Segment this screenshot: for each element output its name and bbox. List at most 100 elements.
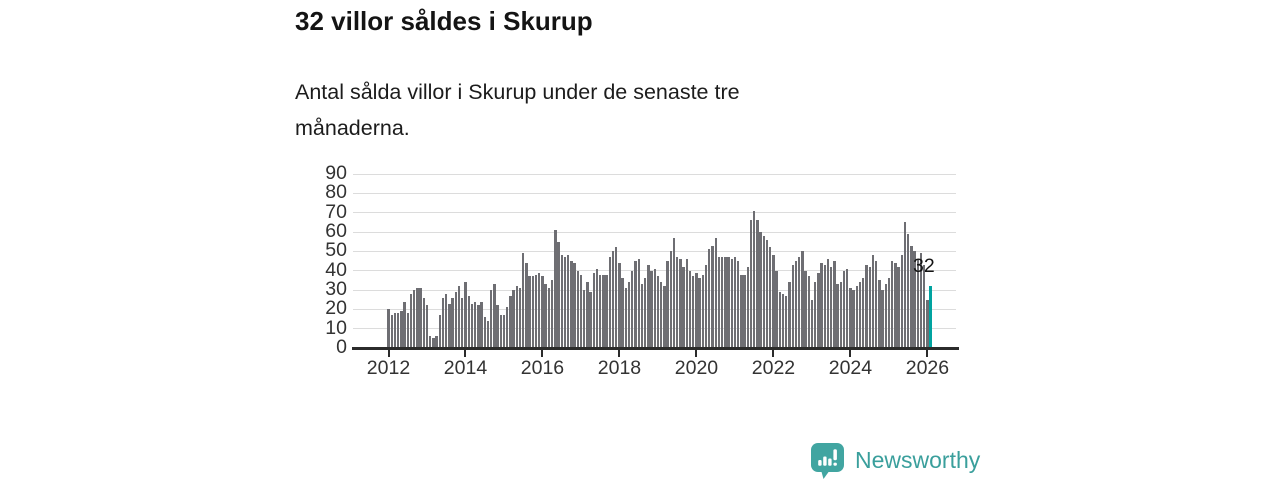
bar (422, 297, 425, 348)
bar (538, 272, 541, 348)
bar (573, 262, 576, 348)
bar (643, 278, 647, 348)
bar (400, 311, 403, 348)
x-axis-tick (541, 349, 544, 357)
x-axis-label: 2014 (443, 357, 488, 379)
y-axis-label: 60 (325, 220, 347, 242)
bar (467, 295, 470, 348)
bar (608, 257, 612, 348)
bar (547, 288, 551, 348)
bar (794, 261, 798, 348)
bar (570, 261, 573, 348)
bar (534, 274, 538, 348)
bar (711, 245, 714, 348)
bar (659, 282, 663, 348)
bar (785, 295, 788, 348)
bar (634, 261, 637, 348)
bar (791, 264, 794, 348)
bar (650, 270, 653, 348)
bar (509, 295, 512, 348)
bar (512, 290, 515, 348)
bar (871, 255, 875, 348)
bar (457, 286, 461, 348)
bar (522, 253, 525, 348)
bar (692, 276, 695, 348)
bar (563, 257, 567, 348)
x-axis-tick (926, 349, 929, 357)
bar (515, 286, 518, 348)
bar (868, 266, 871, 348)
bar (919, 253, 923, 348)
bar (733, 257, 737, 348)
bar (749, 220, 753, 348)
bar (483, 317, 486, 348)
gridline (353, 231, 956, 233)
bar (451, 297, 454, 348)
bar (582, 290, 586, 348)
bar (505, 307, 509, 348)
brand-name: Newsworthy (855, 447, 981, 473)
y-axis-label: 10 (325, 316, 347, 339)
bar (830, 266, 833, 348)
bar (412, 290, 416, 348)
bar (441, 297, 445, 348)
bar (416, 288, 419, 348)
bar (605, 274, 608, 348)
bar (595, 268, 599, 348)
bar (740, 274, 743, 348)
bar (486, 320, 490, 348)
x-axis-label: 2022 (751, 357, 796, 379)
bar (858, 282, 862, 348)
x-axis-tick (387, 349, 390, 357)
bar (669, 251, 672, 348)
bar (586, 282, 589, 348)
bar (615, 247, 618, 348)
bar (464, 282, 467, 348)
gridline (353, 173, 956, 175)
bar (461, 297, 464, 348)
bar (717, 257, 721, 348)
x-axis-tick (772, 349, 775, 357)
y-axis-label: 30 (325, 278, 347, 300)
x-axis-tick (695, 349, 698, 357)
bar (541, 276, 544, 348)
bar (881, 290, 884, 348)
bar (624, 288, 628, 348)
bar (445, 293, 448, 348)
bar (631, 270, 634, 348)
bar-latest-highlight (929, 286, 932, 348)
y-axis-label: 50 (325, 239, 347, 262)
bar (682, 266, 685, 348)
bar (897, 266, 900, 348)
bar (804, 270, 807, 348)
bar (406, 313, 409, 348)
bar (403, 301, 406, 348)
bar (489, 290, 493, 348)
bar (855, 286, 859, 348)
bar (688, 270, 692, 348)
brand-footer: Newsworthy (810, 442, 980, 479)
bar (396, 313, 400, 348)
bar (810, 299, 814, 348)
bar (762, 235, 766, 348)
bar (393, 313, 397, 348)
bar (566, 255, 570, 348)
latest-value-label: 32 (913, 255, 935, 277)
bar (759, 232, 762, 348)
bar (736, 261, 740, 348)
bar (746, 266, 749, 348)
y-axis-label: 40 (325, 258, 347, 281)
bar (778, 291, 782, 348)
bar (903, 222, 907, 348)
bar (435, 336, 438, 348)
bar (842, 270, 846, 348)
bar (557, 241, 560, 348)
bar (528, 276, 531, 348)
bar (775, 270, 778, 348)
bar (470, 303, 474, 348)
bar (852, 290, 855, 348)
x-axis-label: 2024 (828, 357, 873, 379)
bar (599, 274, 602, 348)
bar (833, 261, 836, 348)
bar (496, 305, 499, 348)
